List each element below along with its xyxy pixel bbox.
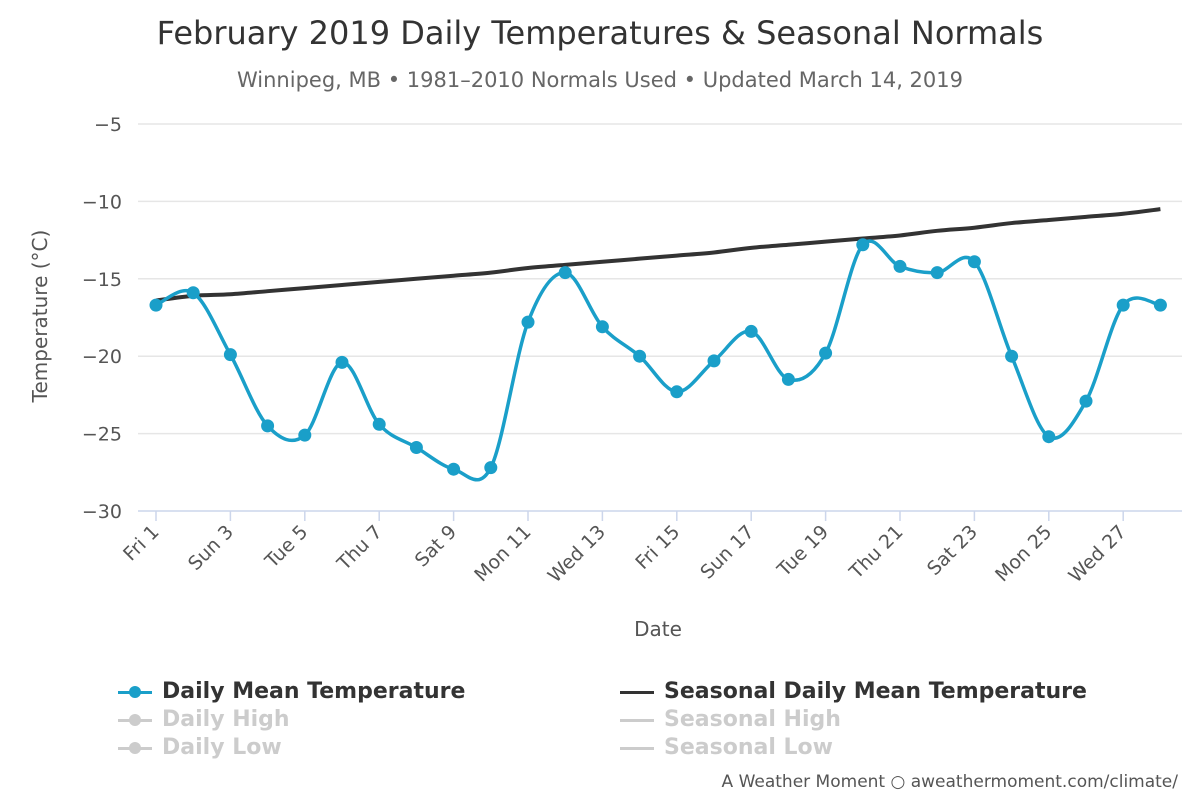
legend: Daily Mean Temperature Seasonal Daily Me… bbox=[0, 675, 1200, 765]
x-tick-label: Mon 11 bbox=[470, 521, 535, 586]
credits-link[interactable]: A Weather Moment ○ aweathermoment.com/cl… bbox=[721, 772, 1178, 792]
x-tick-label: Wed 13 bbox=[544, 521, 610, 587]
legend-line-icon bbox=[620, 738, 654, 758]
legend-item-daily-low[interactable]: Daily Low bbox=[118, 735, 282, 760]
data-point[interactable] bbox=[707, 354, 721, 368]
legend-label: Daily Mean Temperature bbox=[162, 679, 466, 704]
legend-item-seasonal-high[interactable]: Seasonal High bbox=[620, 707, 841, 732]
data-point[interactable] bbox=[744, 324, 758, 338]
data-point[interactable] bbox=[447, 462, 461, 476]
data-point[interactable] bbox=[1153, 298, 1167, 312]
data-point[interactable] bbox=[819, 346, 833, 360]
x-tick-label: Tue 19 bbox=[773, 521, 834, 582]
legend-item-seasonal-mean[interactable]: Seasonal Daily Mean Temperature bbox=[620, 679, 1087, 704]
chart-plot: −5 −10 −15 −20 −25 −30 Fri 1 Sun 3 Tue 5 Thu 7 Sa… bbox=[28, 114, 1182, 641]
legend-line-dot-icon bbox=[118, 738, 152, 758]
data-point[interactable] bbox=[1005, 349, 1019, 363]
x-tick-label: Fri 15 bbox=[631, 521, 684, 574]
x-tick-label: Wed 27 bbox=[1065, 521, 1131, 587]
data-point[interactable] bbox=[893, 259, 907, 273]
data-point[interactable] bbox=[261, 419, 275, 433]
data-point[interactable] bbox=[409, 441, 423, 455]
x-axis-label: Date bbox=[634, 617, 682, 641]
legend-label: Daily High bbox=[162, 707, 290, 732]
data-point[interactable] bbox=[335, 355, 349, 369]
data-point[interactable] bbox=[781, 372, 795, 386]
legend-label: Daily Low bbox=[162, 735, 282, 760]
data-point[interactable] bbox=[856, 238, 870, 252]
data-point[interactable] bbox=[930, 266, 944, 280]
x-tick-labels: Fri 1 Sun 3 Tue 5 Thu 7 Sat 9 Mon 11 Wed 13 Fri… bbox=[119, 511, 1131, 587]
x-tick-label: Fri 1 bbox=[119, 521, 163, 565]
x-tick-label: Thu 7 bbox=[332, 521, 386, 575]
legend-label: Seasonal Daily Mean Temperature bbox=[664, 679, 1087, 704]
legend-line-icon bbox=[620, 710, 654, 730]
x-tick-label: Sat 9 bbox=[411, 521, 461, 571]
data-point[interactable] bbox=[1116, 298, 1130, 312]
data-point[interactable] bbox=[223, 348, 237, 362]
y-tick-label: −20 bbox=[82, 346, 122, 368]
data-point[interactable] bbox=[967, 255, 981, 269]
chart-subtitle: Winnipeg, MB • 1981–2010 Normals Used • … bbox=[236, 68, 963, 92]
y-tick-label: −5 bbox=[94, 114, 122, 136]
x-tick-label: Sun 3 bbox=[184, 521, 238, 575]
legend-line-dot-icon bbox=[118, 710, 152, 730]
legend-label: Seasonal Low bbox=[664, 735, 833, 760]
data-point[interactable] bbox=[298, 428, 312, 442]
data-point[interactable] bbox=[558, 266, 572, 280]
series-line-daily-mean bbox=[155, 239, 1161, 482]
legend-item-daily-mean[interactable]: Daily Mean Temperature bbox=[118, 679, 465, 704]
series-layer bbox=[149, 207, 1167, 482]
legend-label: Seasonal High bbox=[664, 707, 841, 732]
data-point[interactable] bbox=[521, 315, 535, 329]
data-point[interactable] bbox=[149, 298, 163, 312]
data-point[interactable] bbox=[186, 286, 200, 300]
legend-line-icon bbox=[620, 682, 654, 702]
x-tick-label: Tue 5 bbox=[260, 521, 312, 573]
data-point[interactable] bbox=[372, 417, 386, 431]
y-tick-label: −10 bbox=[82, 191, 122, 213]
x-tick-label: Sat 23 bbox=[923, 521, 982, 580]
legend-item-seasonal-low[interactable]: Seasonal Low bbox=[620, 735, 833, 760]
legend-item-daily-high[interactable]: Daily High bbox=[118, 707, 290, 732]
y-tick-label: −25 bbox=[82, 424, 122, 446]
y-tick-label: −30 bbox=[82, 501, 122, 523]
x-tick-label: Sun 17 bbox=[696, 521, 758, 583]
series-line-seasonal-mean bbox=[155, 207, 1161, 303]
y-axis-label: Temperature (°C) bbox=[28, 230, 52, 404]
data-point[interactable] bbox=[484, 461, 498, 475]
y-tick-label: −15 bbox=[82, 269, 122, 291]
data-point[interactable] bbox=[595, 320, 609, 334]
data-point[interactable] bbox=[670, 385, 684, 399]
x-tick-label: Mon 25 bbox=[991, 521, 1056, 586]
grid-lines bbox=[138, 123, 1182, 512]
data-point[interactable] bbox=[1079, 394, 1093, 408]
y-tick-labels: −5 −10 −15 −20 −25 −30 bbox=[82, 114, 122, 523]
x-tick-label: Thu 21 bbox=[845, 521, 908, 584]
legend-line-dot-icon bbox=[118, 682, 152, 702]
data-point[interactable] bbox=[633, 349, 647, 363]
chart-title: February 2019 Daily Temperatures & Seaso… bbox=[156, 14, 1044, 52]
data-point[interactable] bbox=[1042, 430, 1056, 444]
